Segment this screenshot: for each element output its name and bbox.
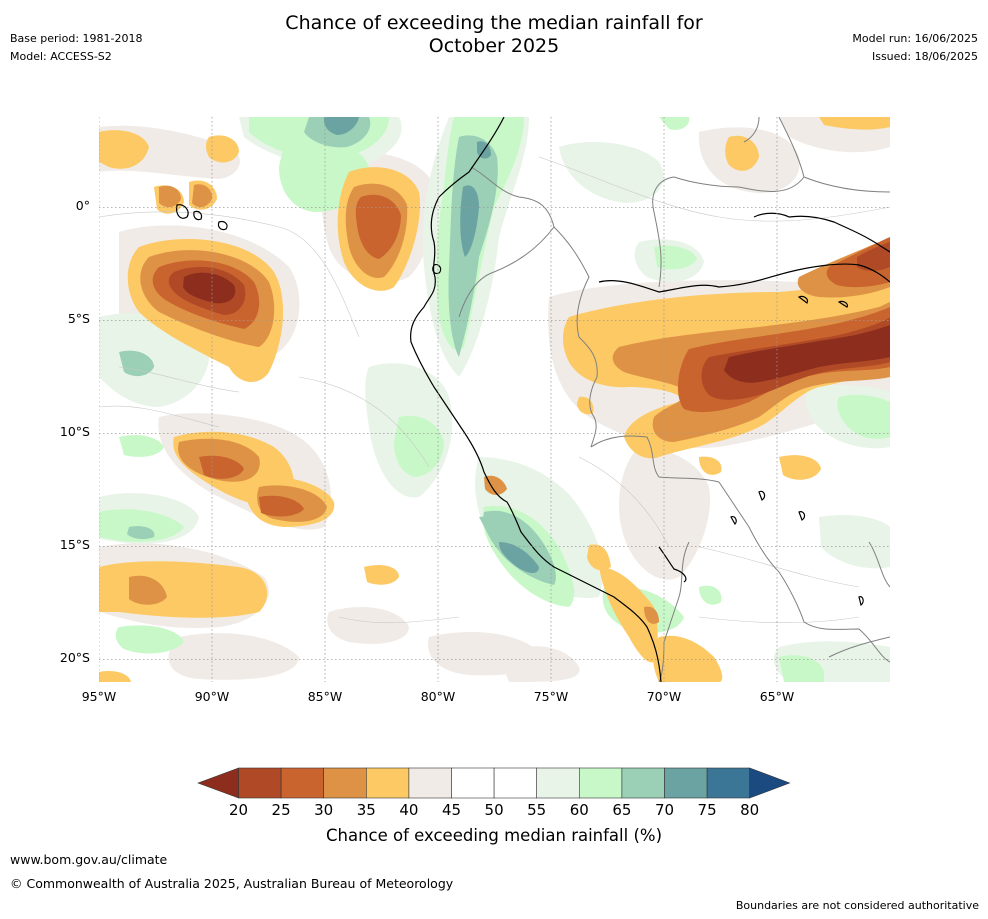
lon-label: 95°W — [81, 689, 117, 704]
colorbar-swatch-45 — [451, 767, 495, 799]
lon-label: 65°W — [759, 689, 795, 704]
lon-label: 70°W — [646, 689, 682, 704]
colorbar-swatch-50 — [493, 767, 538, 799]
lon-label: 80°W — [420, 689, 456, 704]
colorbar-tick-label: 60 — [569, 801, 589, 819]
colorbar-title: Chance of exceeding median rainfall (%) — [325, 826, 663, 845]
lat-label: 15°S — [59, 537, 90, 553]
lat-label: 20°S — [59, 650, 90, 666]
colorbar-tick-label: 30 — [314, 801, 334, 819]
meta-right: Model run: 16/06/2025 Issued: 18/06/2025 — [852, 30, 978, 66]
colorbar-tick-label: 25 — [271, 801, 291, 819]
colorbar-swatch-60 — [578, 767, 623, 799]
colorbar-tick-label: 65 — [612, 801, 632, 819]
footer-copyright: © Commonwealth of Australia 2025, Austra… — [10, 876, 454, 891]
colorbar-swatch-35 — [366, 767, 410, 799]
coastline — [176, 117, 890, 682]
colorbar-tick-label: 80 — [740, 801, 760, 819]
map-title: Chance of exceeding the median rainfall … — [0, 12, 988, 58]
country-borders — [458, 117, 890, 682]
meta-left: Base period: 1981-2018 Model: ACCESS-S2 — [10, 30, 142, 66]
colorbar-tick-label: 70 — [654, 801, 675, 819]
colorbar-swatch-65 — [621, 767, 665, 799]
lat-label: 10°S — [59, 424, 90, 440]
lon-label: 75°W — [533, 689, 569, 704]
title-line-2: October 2025 — [428, 35, 560, 57]
lon-label: 90°W — [194, 689, 230, 704]
colorbar-tick-label: 35 — [356, 801, 376, 819]
colorbar-extend-low — [197, 767, 239, 799]
colorbar-swatch-20 — [238, 767, 282, 799]
colorbar-swatch-30 — [323, 767, 367, 799]
issued-date: Issued: 18/06/2025 — [871, 50, 978, 63]
colorbar-tick-label: 75 — [697, 801, 717, 819]
colorbar-tick-label: 20 — [228, 801, 249, 819]
lat-label: 5°S — [67, 311, 90, 327]
zone-70-75 — [323, 117, 539, 573]
lon-label: 85°W — [307, 689, 343, 704]
rainfall-map — [99, 117, 890, 682]
colorbar-swatch-55 — [536, 767, 580, 799]
footer-disclaimer: Boundaries are not considered authoritat… — [735, 899, 979, 912]
contour-lines — [99, 156, 890, 624]
zone-below-20 — [183, 272, 890, 383]
base-period: Base period: 1981-2018 — [10, 32, 143, 45]
colorbar-extend-high — [749, 767, 791, 799]
colorbar-tick-label: 55 — [527, 801, 547, 819]
title-line-1: Chance of exceeding the median rainfall … — [285, 12, 703, 34]
model-name: Model: ACCESS-S2 — [10, 50, 112, 63]
footer-url: www.bom.gov.au/climate — [10, 852, 168, 867]
colorbar — [197, 767, 791, 799]
model-run: Model run: 16/06/2025 — [852, 32, 978, 45]
colorbar-tick-label: 50 — [484, 801, 504, 819]
colorbar-swatch-25 — [280, 767, 324, 799]
colorbar-tick-label: 40 — [399, 801, 419, 819]
lat-label: 0° — [75, 198, 90, 214]
colorbar-swatch-70 — [664, 767, 708, 799]
colorbar-tick-label: 45 — [441, 801, 462, 819]
colorbar-swatch-40 — [408, 767, 452, 799]
colorbar-swatch-75 — [706, 767, 750, 799]
